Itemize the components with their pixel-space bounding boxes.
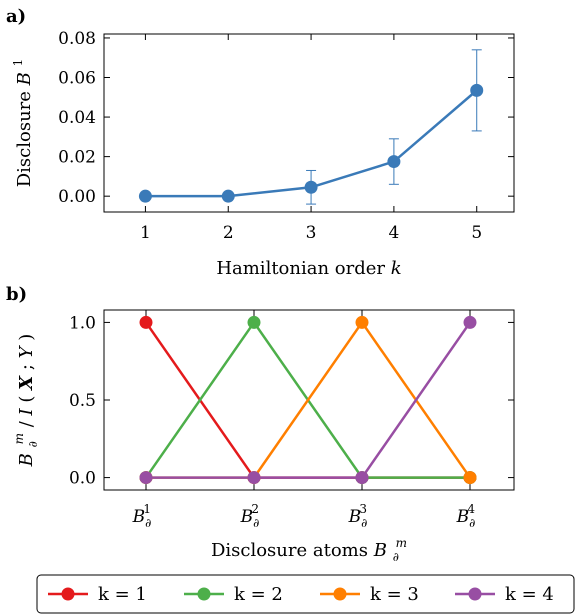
panel-a-data-point [138,189,152,203]
panel-b-y-tick-label: 1.0 [69,313,96,333]
panel-b-y-tick-label: 0.5 [69,391,96,411]
panel-a-x-title: Hamiltonian order k [216,258,401,279]
panel-a-data-point [470,83,484,97]
panel-b-x-title: Disclosure atoms B ∂ m [211,536,407,566]
panel-a-y-tick-label: 0.02 [58,148,96,168]
panel-a-frame [103,33,515,213]
panel-b-x-title-text: Disclosure atoms [211,540,368,561]
legend-marker [61,587,75,601]
panel-a-y-title-var: B [14,72,35,86]
panel-a-x-ticks: 1 2 3 4 5 [140,34,482,243]
legend: k = 1 k = 2 k = 3 k = 4 [36,574,575,614]
panel-b-y-tick-label: 0.0 [69,469,96,489]
panel-b-y-ticks: 0.0 0.5 1.0 [69,313,514,489]
panel-b-y-title-sep: ; [16,358,37,370]
panel-a-x-title-var: k [391,258,402,279]
legend-entry: k = 1 [48,584,147,605]
panel-a-y-ticks: 0.00 0.02 0.04 0.06 0.08 [58,29,514,207]
panel-a-data-point [387,155,401,169]
panel-a-x-tick-label: 1 [140,223,151,243]
panel-a-y-tick-label: 0.06 [58,69,96,89]
panel-b-y-title-sup: m [12,433,26,444]
panel-a-data-point [304,180,318,194]
panel-b-x-title-sup: m [396,536,407,550]
panel-b-data-point [463,315,477,329]
panel-b-series-line [146,320,472,479]
panel-a: a) 0.00 0.02 0.04 0.06 0.08 1 2 3 4 5 Disclosure… [6,6,515,279]
panel-b-data-point [355,315,369,329]
panel-b-y-title-i: I [16,407,37,416]
panel-a-series [138,83,484,203]
panel-b-x-title-sub: ∂ [393,550,399,564]
panel-b-tag: b) [6,284,27,305]
panel-b-y-title: B ∂ m / I ( X ; Y ) [7,334,42,468]
panel-a-x-tick-label: 3 [306,223,317,243]
panel-b-x-tick-label: B∂3 [348,502,368,530]
panel-b-data-point [247,471,261,485]
legend-marker [333,587,347,601]
panel-a-x-tick-label: 5 [471,223,482,243]
panel-a-y-tick-label: 0.00 [58,187,96,207]
legend-marker [197,587,211,601]
legend-entry: k = 3 [320,584,419,605]
legend-label: k = 1 [98,584,147,605]
panel-b-data-point [355,471,369,485]
panel-a-y-title-sup: 1 [11,59,25,67]
legend-frame [36,574,575,614]
legend-entry: k = 4 [455,584,554,605]
panel-b-y-title-slash: / [16,420,37,427]
panel-b-x-tick-label: B∂1 [132,502,152,530]
panel-b: b) 0.0 0.5 1.0 B∂1 B∂2 B∂3 B∂4 B ∂ m / I ( X … [6,284,515,566]
panel-b-y-title-close: ) [16,334,37,341]
panel-b-x-tick-label: B∂2 [240,502,260,530]
panel-a-y-tick-label: 0.04 [58,108,96,128]
panel-b-series-line [146,321,472,479]
legend-label: k = 2 [234,584,283,605]
panel-b-x-tick-label: B∂4 [456,502,476,530]
panel-a-data-point [221,189,235,203]
legend-marker [468,587,482,601]
panel-a-x-tick-label: 2 [223,223,234,243]
panel-b-data-point [139,315,153,329]
panel-b-data-point [139,471,153,485]
panel-b-data-point [247,315,261,329]
legend-label: k = 4 [505,584,554,605]
panel-a-x-tick-label: 4 [388,223,399,243]
panel-a-y-tick-label: 0.08 [58,29,96,49]
panel-b-y-title-x: X [16,375,37,391]
panel-b-y-title-sub: ∂ [26,441,40,447]
legend-entry: k = 2 [184,584,283,605]
panel-b-y-title-b: B [16,453,37,467]
panel-b-x-ticks: B∂1 B∂2 B∂3 B∂4 [132,310,476,530]
panel-b-y-title-open: ( [16,396,37,403]
legend-label: k = 3 [370,584,419,605]
panel-a-y-title: Disclosure B 1 [11,59,35,188]
panel-b-series [139,315,477,485]
panel-b-y-title-y: Y [16,344,37,358]
panel-b-x-title-var: B [373,540,387,561]
panel-a-y-title-text: Disclosure [14,91,35,187]
panel-a-tag: a) [6,6,26,27]
panel-a-x-title-text: Hamiltonian order [216,258,385,279]
panel-b-data-point [463,471,477,485]
